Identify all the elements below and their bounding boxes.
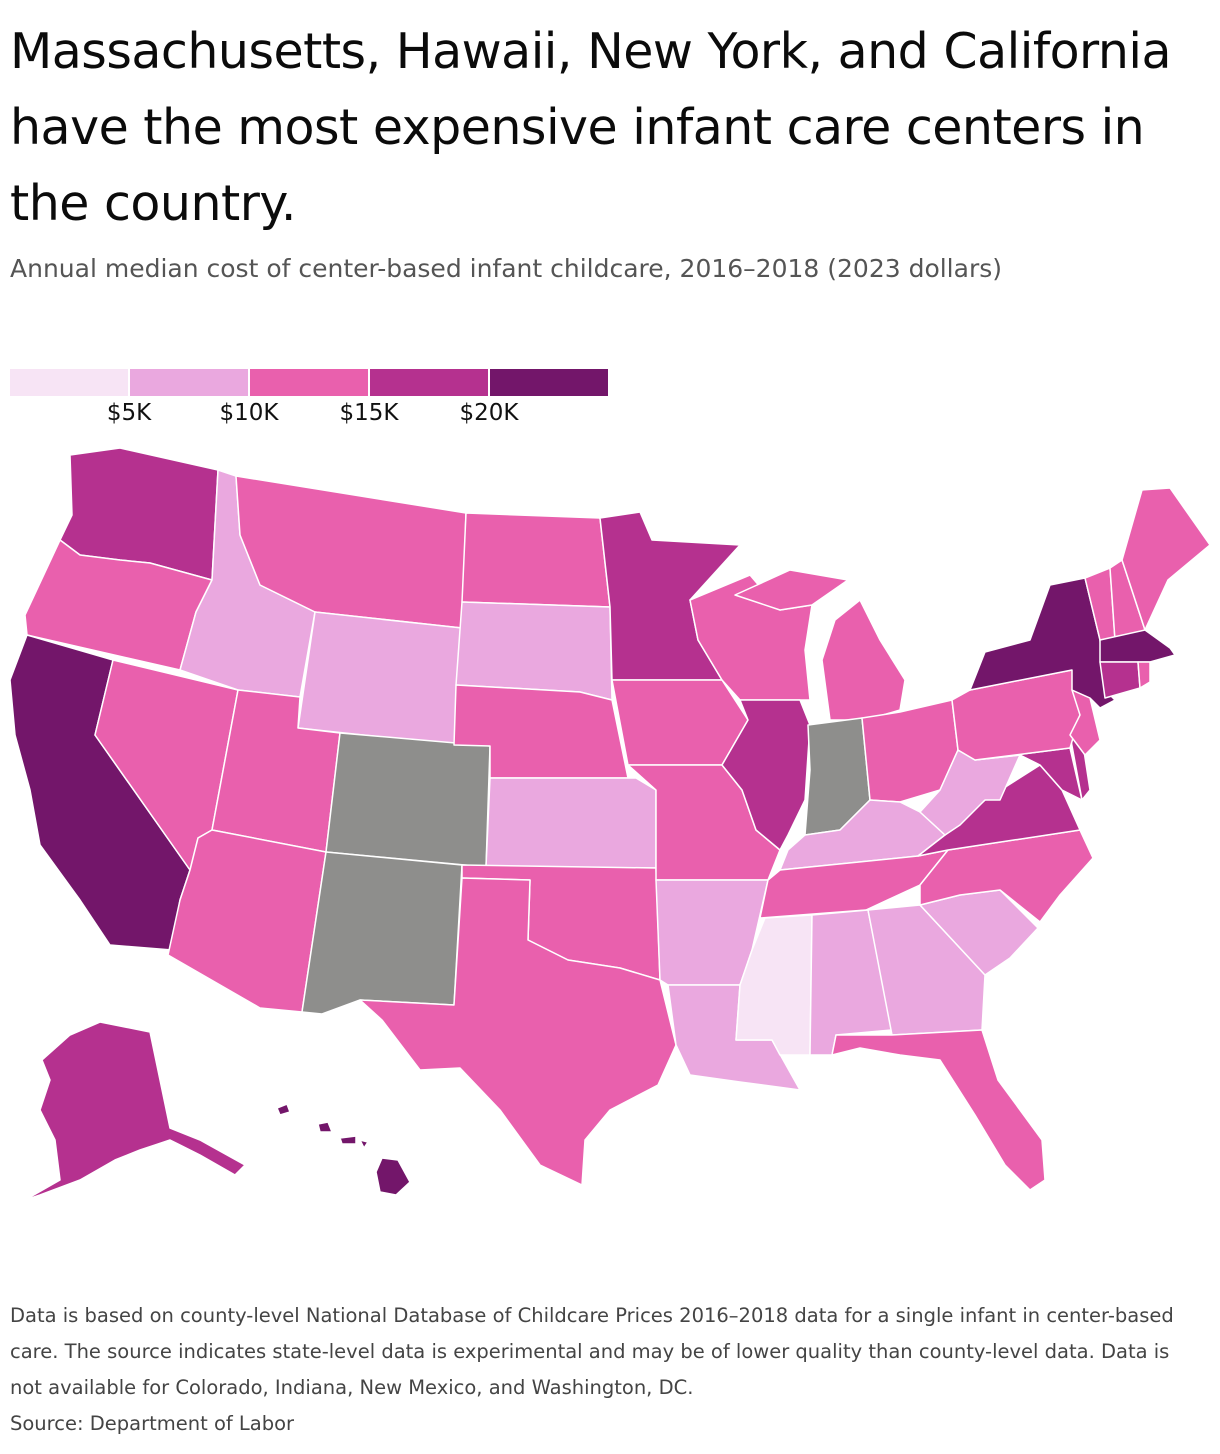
legend-ticks: $5K $10K $15K $20K <box>10 400 610 430</box>
us-map <box>9 447 1211 1201</box>
state-florida[interactable] <box>831 1029 1046 1191</box>
legend-tick-5k: $5K <box>106 400 152 426</box>
legend-tick-15k: $15K <box>339 400 399 426</box>
chart-subtitle: Annual median cost of center-based infan… <box>10 254 1003 283</box>
state-texas[interactable] <box>359 877 677 1186</box>
legend-swatch-0 <box>10 369 128 396</box>
footer-note: Data is based on county-level National D… <box>10 1304 1174 1399</box>
state-illinois[interactable] <box>721 699 811 851</box>
legend-tick-20k: $20K <box>459 400 519 426</box>
state-rhode-island[interactable] <box>1137 661 1151 689</box>
footer: Data is based on county-level National D… <box>10 1298 1200 1442</box>
color-legend: $5K $10K $15K $20K <box>10 369 610 430</box>
state-iowa[interactable] <box>611 679 749 766</box>
state-alaska[interactable] <box>24 1021 246 1201</box>
footer-source: Source: Department of Labor <box>10 1412 295 1435</box>
legend-swatch-1 <box>130 369 248 396</box>
state-wyoming[interactable] <box>297 611 463 746</box>
state-kansas[interactable] <box>485 777 657 869</box>
chart-title: Massachusetts, Hawaii, New York, and Cal… <box>10 23 1172 232</box>
state-connecticut[interactable] <box>1099 661 1141 699</box>
state-georgia[interactable] <box>867 904 986 1036</box>
state-new-mexico[interactable] <box>301 851 463 1015</box>
state-colorado[interactable] <box>325 732 491 868</box>
state-south-dakota[interactable] <box>455 601 613 701</box>
state-north-dakota[interactable] <box>461 512 611 608</box>
legend-swatch-4 <box>490 369 608 396</box>
state-pennsylvania[interactable] <box>951 669 1081 761</box>
state-hawaii[interactable] <box>276 1103 411 1196</box>
legend-tick-10k: $10K <box>219 400 279 426</box>
legend-swatch-2 <box>250 369 368 396</box>
legend-bar <box>10 369 610 396</box>
legend-swatch-3 <box>370 369 488 396</box>
